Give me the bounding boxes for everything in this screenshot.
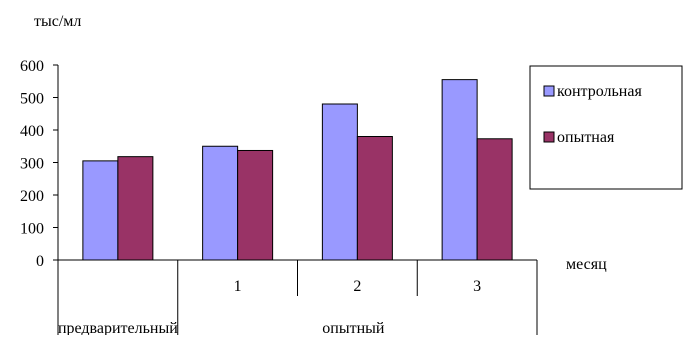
bar-experimental: [476, 138, 513, 261]
y-tick-label: 500: [20, 91, 44, 108]
bar-control: [202, 145, 239, 261]
legend-label: опытная: [557, 129, 615, 146]
y-axis-label: тыс/мл: [34, 13, 81, 30]
y-tick-label: 300: [20, 156, 44, 173]
y-tick-label: 0: [36, 253, 44, 270]
y-tick-label: 600: [20, 58, 44, 75]
x-group-label: предварительный: [58, 320, 178, 335]
x-tick-label: 1: [234, 278, 242, 295]
bar-control: [441, 79, 478, 261]
bar-experimental: [237, 149, 274, 261]
bar-experimental: [117, 156, 154, 261]
x-tick-label: 3: [473, 278, 481, 295]
legend-swatch: [543, 131, 555, 143]
y-tick-label: 100: [20, 221, 44, 238]
bar-control: [321, 103, 358, 261]
axes: 0 100 200 300 400 500 600 1 2 3 предварительный опы…: [20, 58, 538, 337]
bar-experimental: [356, 136, 393, 261]
x-tick-label: 2: [353, 278, 361, 295]
legend-swatch: [543, 85, 555, 97]
x-group-label: опытный: [322, 320, 385, 335]
bar-control: [82, 160, 119, 261]
legend-box: [529, 65, 683, 190]
legend: контрольная опытная: [529, 65, 683, 190]
legend-label: контрольная: [557, 83, 642, 100]
y-tick-label: 400: [20, 123, 44, 140]
bars: [82, 79, 513, 261]
x-axis-label: месяц: [566, 256, 607, 273]
y-tick-label: 200: [20, 188, 44, 205]
